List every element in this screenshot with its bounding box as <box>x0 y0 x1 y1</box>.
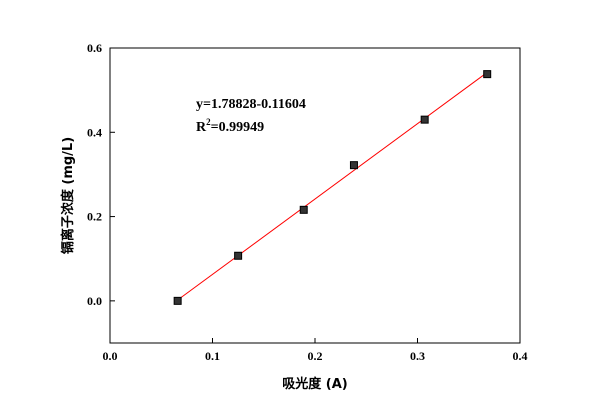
data-points <box>173 70 492 305</box>
data-point <box>483 70 492 79</box>
y-tick-label: 0.6 <box>87 41 102 55</box>
fit-line <box>177 72 488 301</box>
y-axis: 0.0 0.2 0.4 0.6 <box>87 41 115 308</box>
x-tick-label: 0.0 <box>103 349 118 363</box>
data-point <box>349 161 358 170</box>
x-tick-label: 0.2 <box>308 349 323 363</box>
x-tick-label: 0.3 <box>410 349 425 363</box>
x-tick-label: 0.4 <box>513 349 528 363</box>
y-tick-label: 0.0 <box>87 294 102 308</box>
r-squared-label: R2=0.99949 <box>196 117 264 135</box>
y-tick-label: 0.4 <box>87 125 102 139</box>
y-tick-label: 0.2 <box>87 210 102 224</box>
data-point <box>234 251 243 260</box>
x-axis-title: 吸光度 (A) <box>282 376 347 392</box>
equation-label: y=1.78828-0.11604 <box>196 97 306 112</box>
plot-frame <box>109 47 521 344</box>
data-point <box>173 296 182 305</box>
data-point <box>420 115 429 124</box>
y-axis-title: 镉离子浓度 (mg/L) <box>60 137 76 254</box>
data-point <box>299 205 308 214</box>
x-axis: 0.0 0.1 0.2 0.3 0.4 <box>103 338 528 363</box>
x-tick-label: 0.1 <box>205 349 220 363</box>
